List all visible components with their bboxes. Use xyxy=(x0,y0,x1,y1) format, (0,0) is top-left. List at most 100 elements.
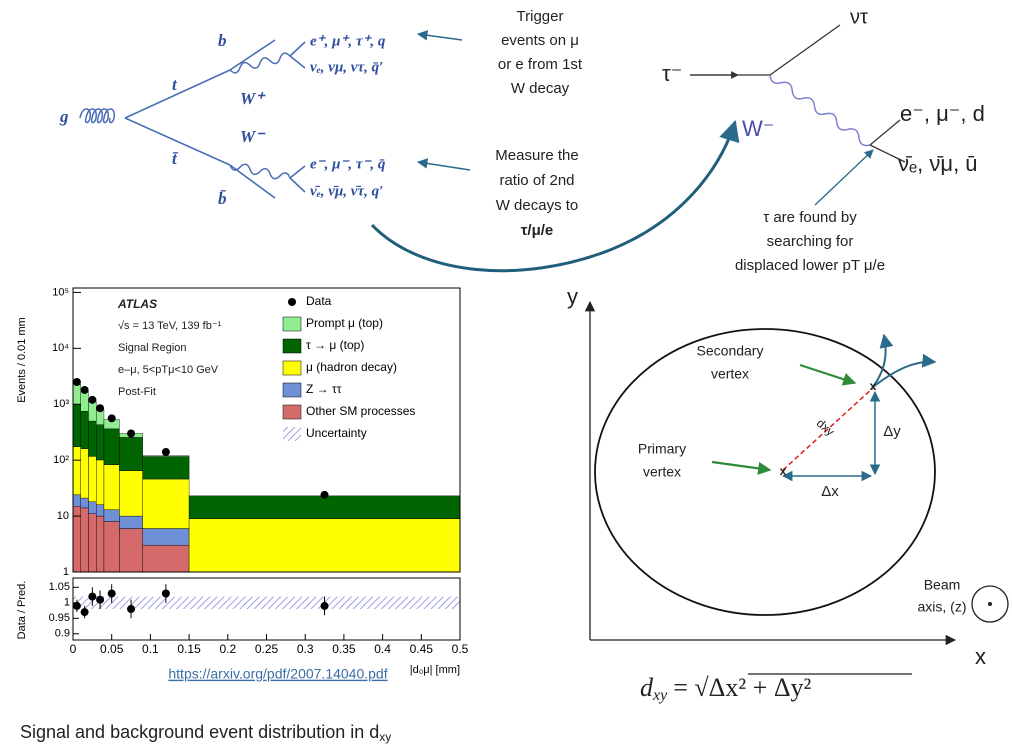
hist-segment xyxy=(88,502,96,514)
data-point xyxy=(96,404,104,412)
data-point xyxy=(73,378,81,386)
hist-segment xyxy=(104,522,119,572)
note-line: Measure the xyxy=(495,147,578,164)
source-link[interactable]: https://arxiv.org/pdf/2007.14040.pdf xyxy=(168,666,387,682)
y-tick-label: 0.95 xyxy=(49,612,70,624)
legend-label: Other SM processes xyxy=(306,404,415,418)
top-line xyxy=(125,70,230,118)
x-tick-label: 0 xyxy=(70,642,77,656)
x-axis-label: x xyxy=(975,644,986,669)
neutrino-label: ντ xyxy=(850,6,868,28)
hist-segment xyxy=(119,516,142,528)
x-tick-label: 0.25 xyxy=(255,642,279,656)
annotation: Post-Fit xyxy=(118,386,156,398)
antitop-line xyxy=(125,118,230,165)
x-tick-label: 0.45 xyxy=(410,642,434,656)
decay-label: ν̄ₑ, ν̄μ, ν̄τ, q′ xyxy=(310,183,383,199)
data-point xyxy=(81,608,89,616)
hist-segment xyxy=(189,519,460,572)
x-tick-label: 0.2 xyxy=(219,642,236,656)
data-point xyxy=(108,590,116,598)
primary-label: vertex xyxy=(643,464,681,480)
formula-lhs: d xyxy=(640,673,654,702)
y-tick-label: 10² xyxy=(53,454,69,466)
data-point xyxy=(162,590,170,598)
fermion-line xyxy=(290,178,305,192)
hist-segment xyxy=(96,516,104,572)
atlas-chart: 11010²10³10⁴10⁵Events / 0.01 mmDataPromp… xyxy=(16,286,469,676)
legend-swatch xyxy=(283,339,301,353)
hist-segment xyxy=(104,465,119,510)
data-point xyxy=(88,593,96,601)
legend-swatch xyxy=(283,427,301,441)
hist-segment xyxy=(189,496,460,519)
note-arrow xyxy=(815,150,873,205)
formula-rhs: = √Δx² + Δy² xyxy=(673,673,811,702)
note-arrow xyxy=(418,34,462,40)
dx-label: Δx xyxy=(821,483,839,500)
hist-segment xyxy=(73,495,81,506)
slide: g t t̄ b b̄ W⁺ W⁻ e⁺, μ⁺, τ⁺, q νₑ, νμ, … xyxy=(0,0,1012,750)
top-label: t xyxy=(172,75,178,94)
formula: dxy= √Δx² + Δy² xyxy=(640,673,812,704)
data-point xyxy=(88,396,96,404)
hist-segment xyxy=(96,425,104,460)
y-axis-label: y xyxy=(567,284,578,309)
vertex-mark: x xyxy=(870,379,877,393)
y-tick-label: 1 xyxy=(63,566,69,578)
note-line: events on μ xyxy=(501,32,579,49)
note-arrow xyxy=(418,162,470,170)
y-tick-label: 1 xyxy=(64,597,70,609)
hist-segment xyxy=(81,411,89,449)
x-tick-label: 0.35 xyxy=(332,642,356,656)
beam-label: Beam xyxy=(924,577,961,593)
hist-segment xyxy=(104,510,119,522)
w-plus-label: W⁺ xyxy=(240,89,266,108)
x-tick-label: 0.5 xyxy=(452,642,469,656)
decay-label: e⁻, μ⁻, τ⁻, q̄ xyxy=(310,156,386,172)
vertex-mark: x xyxy=(780,464,787,478)
hist-segment xyxy=(143,545,189,572)
hist-segment xyxy=(96,460,104,505)
hist-segment xyxy=(88,401,96,421)
legend-label: Data xyxy=(306,294,332,308)
track xyxy=(873,362,935,387)
note-line: ratio of 2nd xyxy=(499,172,574,189)
w-label: W⁻ xyxy=(742,116,774,141)
hist-segment xyxy=(119,528,142,572)
data-point xyxy=(81,386,89,394)
antitop-label: t̄ xyxy=(172,149,179,168)
note-line: Trigger xyxy=(517,8,564,25)
bottom-label: b xyxy=(218,31,227,50)
legend-label: Z → ττ xyxy=(306,382,342,396)
hist-segment xyxy=(73,447,81,495)
legend-swatch xyxy=(283,405,301,419)
y-tick-label: 10⁵ xyxy=(52,286,69,298)
dxy-label: dxy xyxy=(814,416,837,439)
legend-label: μ (hadron decay) xyxy=(306,360,397,374)
w-minus-label: W⁻ xyxy=(240,127,266,146)
fermion-line xyxy=(290,56,305,68)
y-axis-title: Data / Pred. xyxy=(16,581,28,640)
decay-label: e⁺, μ⁺, τ⁺, q xyxy=(310,33,386,49)
fermion-line xyxy=(870,120,900,145)
annotation: √s = 13 TeV, 139 fb⁻¹ xyxy=(118,320,222,332)
hist-segment xyxy=(143,479,189,528)
data-point xyxy=(321,602,329,610)
x-tick-label: 0.1 xyxy=(142,642,159,656)
y-tick-label: 1.05 xyxy=(49,581,70,593)
hist-segment xyxy=(104,429,119,465)
annotation: ATLAS xyxy=(117,297,157,311)
y-axis-title: Events / 0.01 mm xyxy=(16,317,28,403)
y-tick-label: 10³ xyxy=(53,398,69,410)
y-tick-label: 0.9 xyxy=(55,628,70,640)
note-line: or e from 1st xyxy=(498,56,583,73)
caption: Signal and background event distribution… xyxy=(20,722,391,744)
legend-swatch xyxy=(283,383,301,397)
hist-segment xyxy=(96,505,104,516)
data-point xyxy=(321,491,329,499)
gluon-line xyxy=(80,109,114,123)
data-point xyxy=(162,448,170,456)
hist-segment xyxy=(143,528,189,545)
hist-segment xyxy=(119,471,142,516)
